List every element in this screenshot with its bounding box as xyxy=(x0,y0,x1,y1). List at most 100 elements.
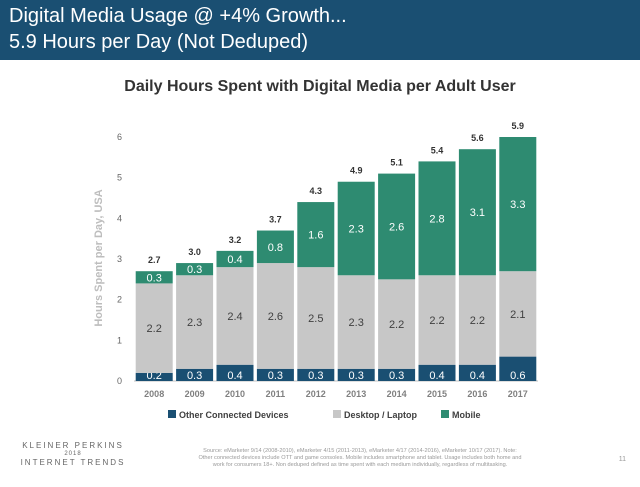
legend-swatch xyxy=(168,410,176,418)
bar-segment xyxy=(297,267,335,369)
header-title-line2: 5.9 Hours per Day (Not Deduped) xyxy=(9,31,309,53)
data-label: 2.8 xyxy=(429,213,444,225)
data-label: 0.3 xyxy=(389,370,404,382)
x-tick-label: 2008 xyxy=(144,389,164,399)
logo-year: 2018 xyxy=(64,451,82,457)
total-label: 3.7 xyxy=(269,215,282,225)
chart-title: Daily Hours Spent with Digital Media per… xyxy=(124,78,516,95)
bar-segment xyxy=(297,368,335,381)
data-label: 1.6 xyxy=(308,230,323,242)
source-line-2: Other connected devices include OTT and … xyxy=(198,455,522,461)
bar-segment xyxy=(337,275,375,369)
data-label: 0.3 xyxy=(268,370,283,382)
data-label: 0.8 xyxy=(268,242,283,254)
bar-segment xyxy=(499,271,537,357)
bar-segment xyxy=(135,271,173,284)
y-axis-label: Hours Spent per Day, USA xyxy=(93,189,105,326)
bar-segment xyxy=(176,275,214,369)
data-label: 0.2 xyxy=(147,370,162,382)
bar-segment xyxy=(216,267,254,365)
bar-segment xyxy=(458,364,496,381)
x-tick-label: 2011 xyxy=(266,389,286,399)
bar-segment xyxy=(135,372,173,381)
x-tick-label: 2009 xyxy=(185,389,205,399)
data-label: 2.2 xyxy=(429,315,444,327)
y-tick-label: 2 xyxy=(117,295,122,305)
bar-segment xyxy=(216,250,254,268)
x-tick-label: 2013 xyxy=(346,389,366,399)
y-tick-label: 1 xyxy=(117,335,122,345)
x-tick-label: 2016 xyxy=(467,389,487,399)
data-label: 2.2 xyxy=(147,323,162,335)
data-label: 0.6 xyxy=(510,370,525,382)
bar-segment xyxy=(378,173,416,280)
bar-segment xyxy=(135,283,173,373)
data-label: 2.6 xyxy=(389,221,404,233)
logo-firm: KLEINER PERKINS xyxy=(22,441,124,450)
total-label: 3.0 xyxy=(188,247,201,257)
data-label: 2.6 xyxy=(268,311,283,323)
data-label: 2.2 xyxy=(470,315,485,327)
data-label: 2.3 xyxy=(349,224,364,236)
total-label: 5.4 xyxy=(431,145,444,155)
bar-segment xyxy=(176,263,214,276)
bar-segment xyxy=(418,364,456,381)
stacked-bar-chart: 0 1 2 3 4 5 6 Hours Spent per Day, USA 0.2 2.2 0.3… xyxy=(93,121,538,420)
legend-swatch xyxy=(333,410,341,418)
bar-segment xyxy=(378,368,416,381)
data-label: 0.4 xyxy=(227,254,242,266)
total-label: 5.9 xyxy=(512,121,525,131)
legend-swatch xyxy=(441,410,449,418)
x-tick-label: 2012 xyxy=(306,389,326,399)
data-label: 0.4 xyxy=(470,370,485,382)
total-label: 3.2 xyxy=(229,235,242,245)
legend-label: Other Connected Devices xyxy=(179,410,289,420)
data-label: 0.3 xyxy=(187,264,202,276)
bar-segment xyxy=(337,181,375,276)
bar-segment xyxy=(458,149,496,276)
y-tick-label: 6 xyxy=(117,132,122,142)
bar-segment xyxy=(499,356,537,381)
data-label: 0.4 xyxy=(227,370,242,382)
header-banner: Digital Media Usage @ +4% Growth... 5.9 … xyxy=(0,0,640,60)
legend-label: Mobile xyxy=(452,410,481,420)
x-tick-label: 2015 xyxy=(427,389,447,399)
logo-event: INTERNET TRENDS xyxy=(20,458,126,467)
data-label: 3.3 xyxy=(510,199,525,211)
source-line-3: work for consumers 18+. Non deduped defi… xyxy=(212,462,508,468)
y-tick-label: 4 xyxy=(117,213,122,223)
total-label: 2.7 xyxy=(148,255,161,265)
bar-segment xyxy=(418,161,456,276)
data-label: 2.1 xyxy=(510,309,525,321)
bar-segment xyxy=(458,275,496,365)
data-label: 2.2 xyxy=(389,319,404,331)
total-label: 4.3 xyxy=(310,186,323,196)
bar-segment xyxy=(418,275,456,365)
source-line-1: Source: eMarketer 9/14 (2008-2010), eMar… xyxy=(203,448,517,454)
x-tick-label: 2014 xyxy=(387,389,407,399)
data-label: 0.3 xyxy=(308,370,323,382)
y-tick-label: 3 xyxy=(117,254,122,264)
data-label: 3.1 xyxy=(470,207,485,219)
bar-segment xyxy=(378,279,416,369)
x-tick-label: 2010 xyxy=(225,389,245,399)
data-label: 0.3 xyxy=(349,370,364,382)
source-note: Source: eMarketer 9/14 (2008-2010), eMar… xyxy=(160,448,560,469)
bar-segment xyxy=(256,368,294,381)
data-label: 2.5 xyxy=(308,313,323,325)
bar-segment xyxy=(176,368,214,381)
data-label: 2.3 xyxy=(349,317,364,329)
bar-segment xyxy=(297,202,335,268)
bar-segment xyxy=(216,364,254,381)
bar-segment xyxy=(499,137,537,272)
bar-segment xyxy=(256,230,294,264)
y-tick-label: 0 xyxy=(117,376,122,386)
bar-segment xyxy=(337,368,375,381)
data-label: 0.3 xyxy=(147,272,162,284)
y-tick-label: 5 xyxy=(117,173,122,183)
legend-label: Desktop / Laptop xyxy=(344,410,418,420)
x-tick-label: 2017 xyxy=(508,389,528,399)
bar-segment xyxy=(256,263,294,369)
header-title-line1: Digital Media Usage @ +4% Growth... xyxy=(9,5,347,27)
total-label: 5.6 xyxy=(471,133,484,143)
